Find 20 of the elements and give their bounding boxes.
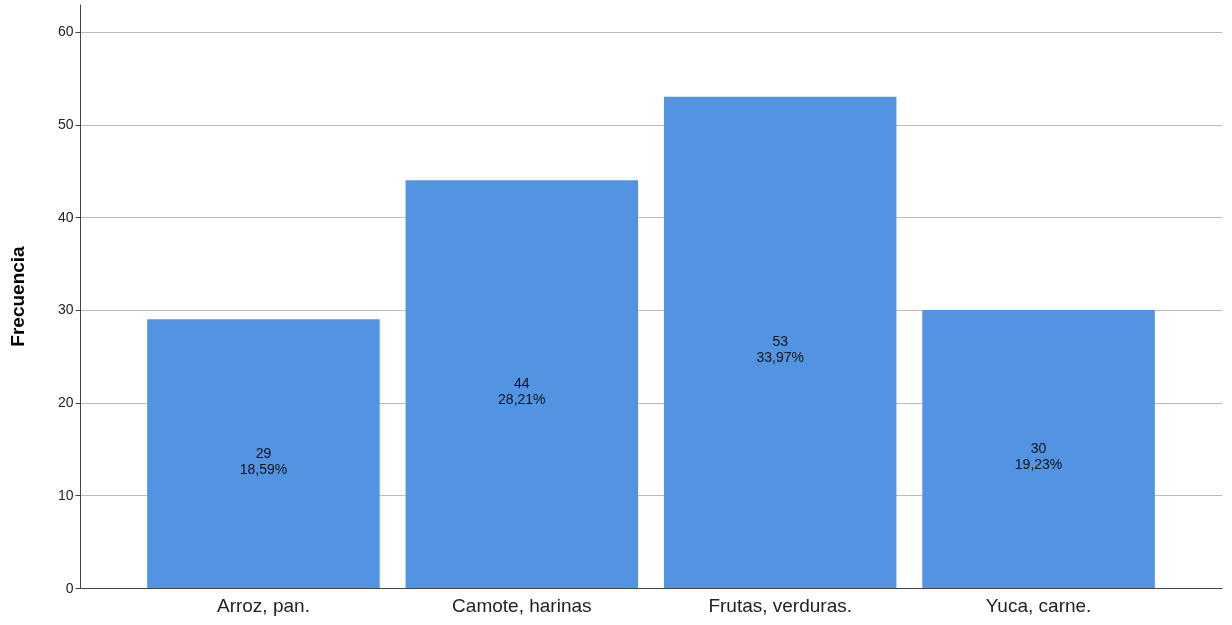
x-tick-label: Frutas, verduras.: [708, 594, 852, 616]
bar: [922, 309, 1155, 588]
bar: [147, 319, 380, 588]
y-tick-label: 20: [57, 394, 74, 411]
y-axis-title: Frecuencia: [6, 245, 28, 347]
y-tick-label: 60: [57, 23, 74, 40]
bar: [663, 96, 897, 588]
x-tick-label: Camote, harinas: [452, 594, 592, 616]
y-tick-label: 0: [65, 579, 74, 596]
data-label: 44 28,21%: [498, 375, 546, 408]
y-tick-label: 30: [57, 301, 74, 318]
y-tick-label: 10: [57, 486, 74, 503]
data-label: 30 19,23%: [1014, 439, 1063, 472]
x-tick-label: Yuca, carne.: [985, 594, 1092, 616]
y-tick-label: 50: [57, 116, 74, 133]
data-label: 29 18,59%: [239, 444, 288, 477]
data-label: 53 33,97%: [756, 333, 804, 366]
y-tick-label: 40: [57, 208, 74, 225]
bar: [405, 180, 639, 588]
x-tick-label: Arroz, pan.: [216, 594, 310, 616]
